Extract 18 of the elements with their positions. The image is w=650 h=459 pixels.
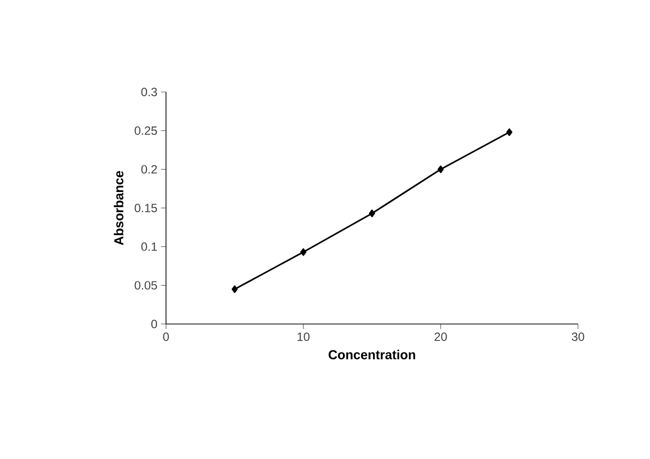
y-tick-label: 0.15 — [134, 204, 157, 212]
point — [438, 166, 444, 174]
point — [368, 210, 376, 218]
x-tick-label: 30 — [572, 332, 584, 341]
y-tick-label: 0.05 — [134, 281, 157, 290]
point — [506, 128, 512, 136]
y-tick-label: 0 — [151, 320, 158, 328]
y-tick-label: 0.1 — [141, 242, 157, 251]
y-axis-title: Absorbance — [114, 171, 124, 246]
y-tick-label: 0.2 — [141, 165, 157, 174]
point — [232, 285, 238, 293]
x-axis-title: Concentration — [328, 350, 416, 360]
x-tick-label: 20 — [434, 332, 447, 341]
y-tick-label: 0.3 — [141, 88, 157, 96]
y-tick-label: 0.25 — [134, 126, 157, 135]
x-tick-label: 0 — [163, 332, 169, 341]
x-tick-label: 10 — [298, 332, 310, 341]
point — [300, 248, 306, 256]
